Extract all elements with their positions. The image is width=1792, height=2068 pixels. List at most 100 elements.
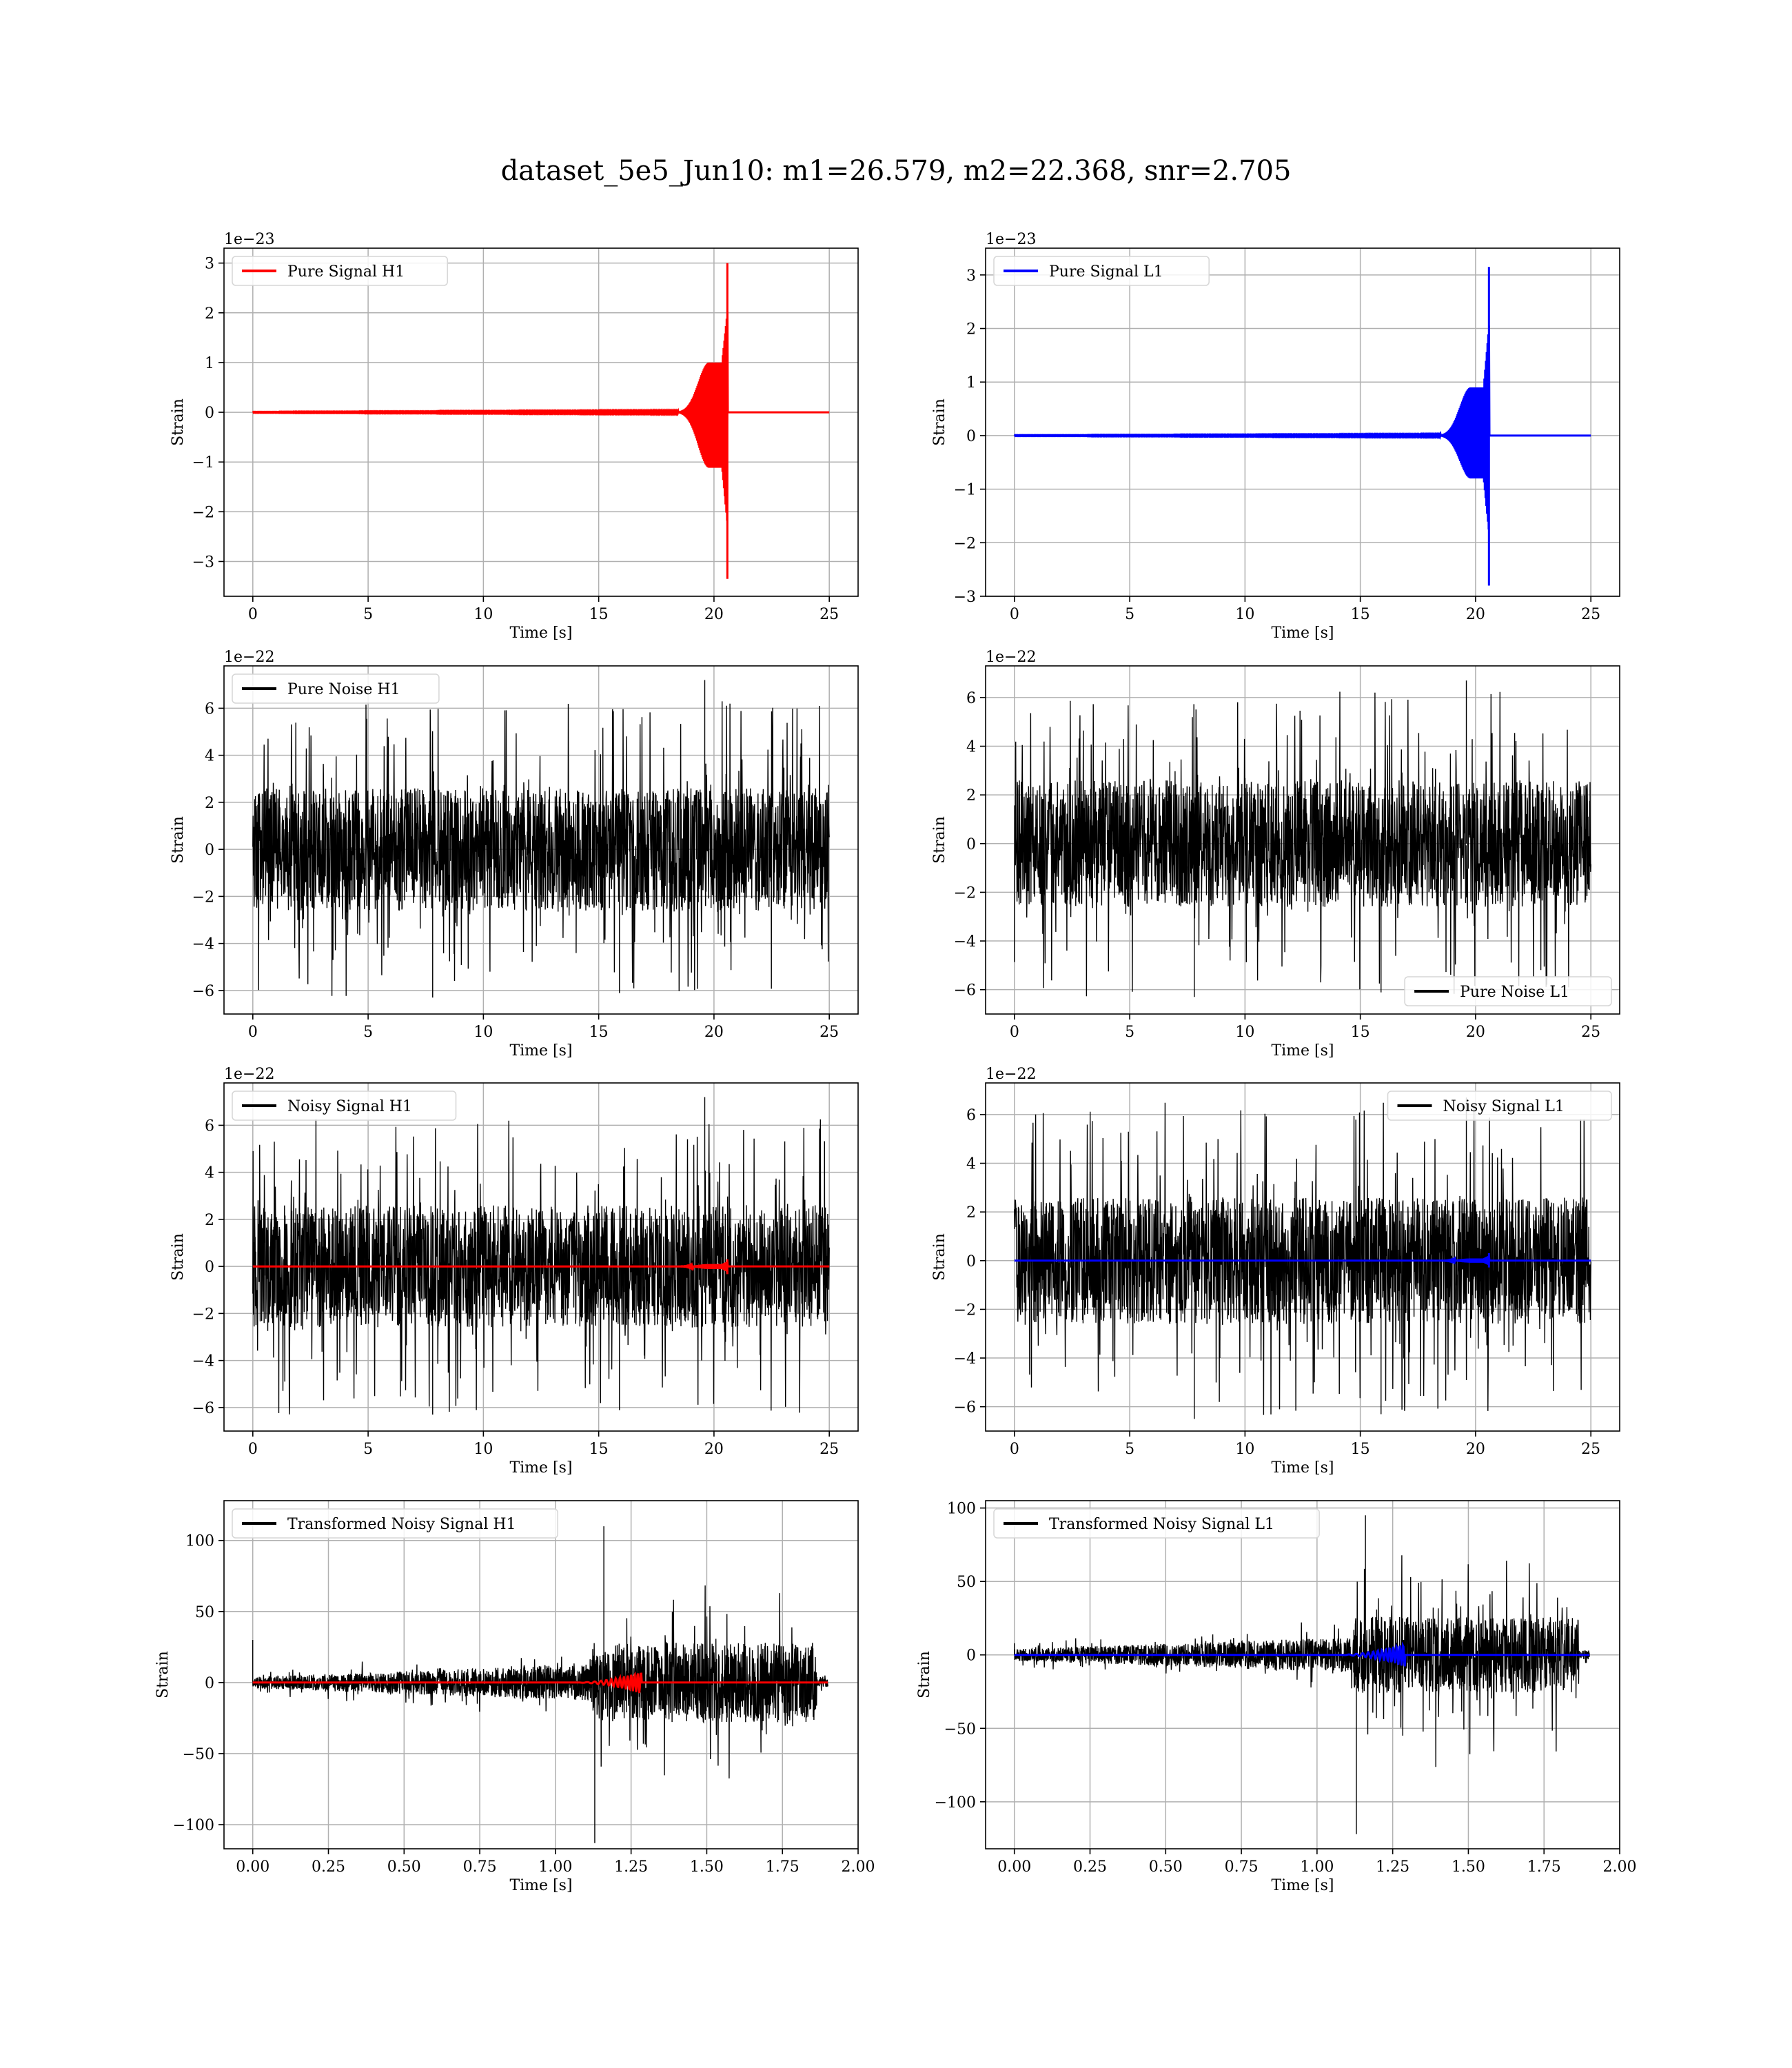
x-tick-label: 1.75 (1527, 1858, 1561, 1876)
x-tick-label: 5 (1125, 606, 1134, 623)
axis-offset-multiplier: 1e−22 (224, 649, 274, 666)
x-tick-label: 0.75 (463, 1858, 497, 1876)
x-axis-label: Time [s] (1271, 1042, 1334, 1060)
legend-label: Pure Noise L1 (1460, 984, 1569, 1001)
axis-offset-multiplier: 1e−22 (986, 1066, 1036, 1083)
x-tick-label: 0.00 (236, 1858, 269, 1876)
y-tick-label: 6 (205, 700, 214, 718)
x-tick-label: 15 (589, 1441, 609, 1458)
x-tick-label: 15 (589, 1024, 609, 1041)
legend-label: Pure Signal L1 (1049, 263, 1163, 281)
x-tick-label: 1.25 (614, 1858, 648, 1876)
series-line-transformed-noisy-signal-l1 (1014, 1515, 1590, 1834)
y-tick-label: 3 (205, 256, 214, 273)
x-tick-label: 0.50 (387, 1858, 421, 1876)
legend: Noisy Signal L1 (1387, 1091, 1612, 1121)
x-tick-label: 10 (474, 1024, 493, 1041)
legend-box (993, 256, 1210, 286)
x-tick-label: 25 (1581, 606, 1600, 623)
y-tick-label: −3 (954, 589, 976, 606)
axes-frame (223, 247, 859, 597)
y-tick-label: 6 (966, 1107, 976, 1124)
x-tick-label: 1.00 (1300, 1858, 1334, 1876)
y-axis-label: Strain (170, 1233, 187, 1281)
x-axis-label: Time [s] (1271, 1877, 1334, 1894)
x-axis-label: Time [s] (1271, 625, 1334, 642)
x-axis-label: Time [s] (1271, 1459, 1334, 1477)
x-tick-label: 2.00 (1603, 1858, 1637, 1876)
x-tick-label: 20 (704, 1441, 724, 1458)
chart-panel-pure-signal-h1: 0 5 10 15 20 25 −3 −2 −1 0 1 2 3 Time [s] Strain 1e−23 P… (170, 231, 859, 642)
axis-offset-multiplier: 1e−22 (224, 1066, 274, 1083)
axes-frame (985, 1500, 1620, 1849)
y-tick-label: 2 (966, 321, 976, 338)
x-tick-label: 0 (1010, 606, 1019, 623)
x-tick-label: 25 (819, 1024, 839, 1041)
chart-panel-transformed-noisy-signal-l1: 0.00 0.25 0.50 0.75 1.00 1.25 1.50 1.75 2.00 −100… (916, 1500, 1637, 1894)
series-line-pure-noise-l1 (1014, 680, 1591, 997)
x-tick-label: 10 (1235, 1024, 1254, 1041)
legend: Transformed Noisy Signal L1 (993, 1508, 1320, 1539)
x-tick-label: 0 (248, 606, 258, 623)
y-tick-label: 100 (185, 1533, 214, 1550)
axis-offset-multiplier: 1e−22 (986, 649, 1036, 666)
legend: Pure Signal H1 (232, 256, 448, 286)
x-tick-label: 1.50 (690, 1858, 724, 1876)
x-tick-label: 25 (1581, 1441, 1600, 1458)
x-tick-label: 10 (1235, 606, 1254, 623)
y-tick-label: −6 (192, 983, 214, 1000)
y-axis-label: Strain (170, 816, 187, 864)
legend-label: Transformed Noisy Signal H1 (287, 1516, 516, 1533)
y-tick-label: 2 (205, 305, 214, 323)
y-tick-label: 0 (205, 1675, 214, 1692)
chart-panel-pure-noise-h1: 0 5 10 15 20 25 −6 −4 −2 0 2 4 6 Time [s] Strain 1e−22 P… (170, 649, 859, 1060)
y-tick-label: 0 (205, 1259, 214, 1276)
x-tick-label: 5 (363, 1441, 373, 1458)
y-tick-label: 0 (966, 1648, 976, 1665)
x-tick-label: 10 (1235, 1441, 1254, 1458)
y-tick-label: −4 (192, 936, 214, 953)
x-tick-label: 0.25 (312, 1858, 345, 1876)
y-axis-label: Strain (154, 1651, 172, 1699)
y-tick-label: −4 (192, 1353, 214, 1370)
legend: Noisy Signal H1 (232, 1091, 457, 1121)
y-tick-label: 4 (205, 1165, 214, 1182)
y-tick-label: 0 (966, 428, 976, 445)
series-line-pure-signal-l1 (1013, 267, 1591, 586)
y-tick-label: −2 (192, 1306, 214, 1323)
y-tick-label: −6 (954, 982, 976, 1000)
chart-panel-pure-noise-l1: 0 5 10 15 20 25 −6 −4 −2 0 2 4 6 Time [s] Strain 1e−22 P… (931, 649, 1620, 1060)
legend-box (1404, 976, 1612, 1006)
y-axis-label: Strain (931, 1233, 948, 1281)
x-tick-label: 1.00 (538, 1858, 572, 1876)
y-tick-label: −50 (183, 1746, 214, 1763)
y-axis-label: Strain (931, 398, 948, 446)
y-tick-label: 2 (205, 795, 214, 812)
axes-frame (223, 665, 859, 1015)
x-tick-label: 25 (819, 606, 839, 623)
y-tick-label: −6 (954, 1399, 976, 1417)
y-tick-label: 2 (966, 1204, 976, 1221)
axes-frame (223, 1082, 859, 1432)
y-tick-label: 2 (966, 787, 976, 804)
x-tick-label: 0.00 (997, 1858, 1031, 1876)
y-tick-label: −1 (954, 482, 976, 499)
y-tick-label: −100 (173, 1817, 214, 1834)
x-tick-label: 20 (1466, 1024, 1485, 1041)
x-tick-label: 10 (474, 606, 493, 623)
legend: Transformed Noisy Signal H1 (232, 1508, 558, 1539)
axes-frame (985, 665, 1620, 1015)
y-tick-label: −2 (954, 884, 976, 902)
y-tick-label: 50 (195, 1604, 214, 1621)
y-axis-label: Strain (931, 816, 948, 864)
legend-label: Transformed Noisy Signal L1 (1049, 1516, 1274, 1533)
legend-box (993, 1508, 1320, 1539)
legend-box (232, 673, 440, 704)
y-tick-label: 100 (947, 1501, 976, 1518)
y-tick-label: −1 (192, 454, 214, 472)
x-tick-label: 0.50 (1149, 1858, 1183, 1876)
y-tick-label: 2 (205, 1212, 214, 1229)
x-axis-label: Time [s] (509, 1042, 572, 1060)
axes-frame (985, 1082, 1620, 1432)
